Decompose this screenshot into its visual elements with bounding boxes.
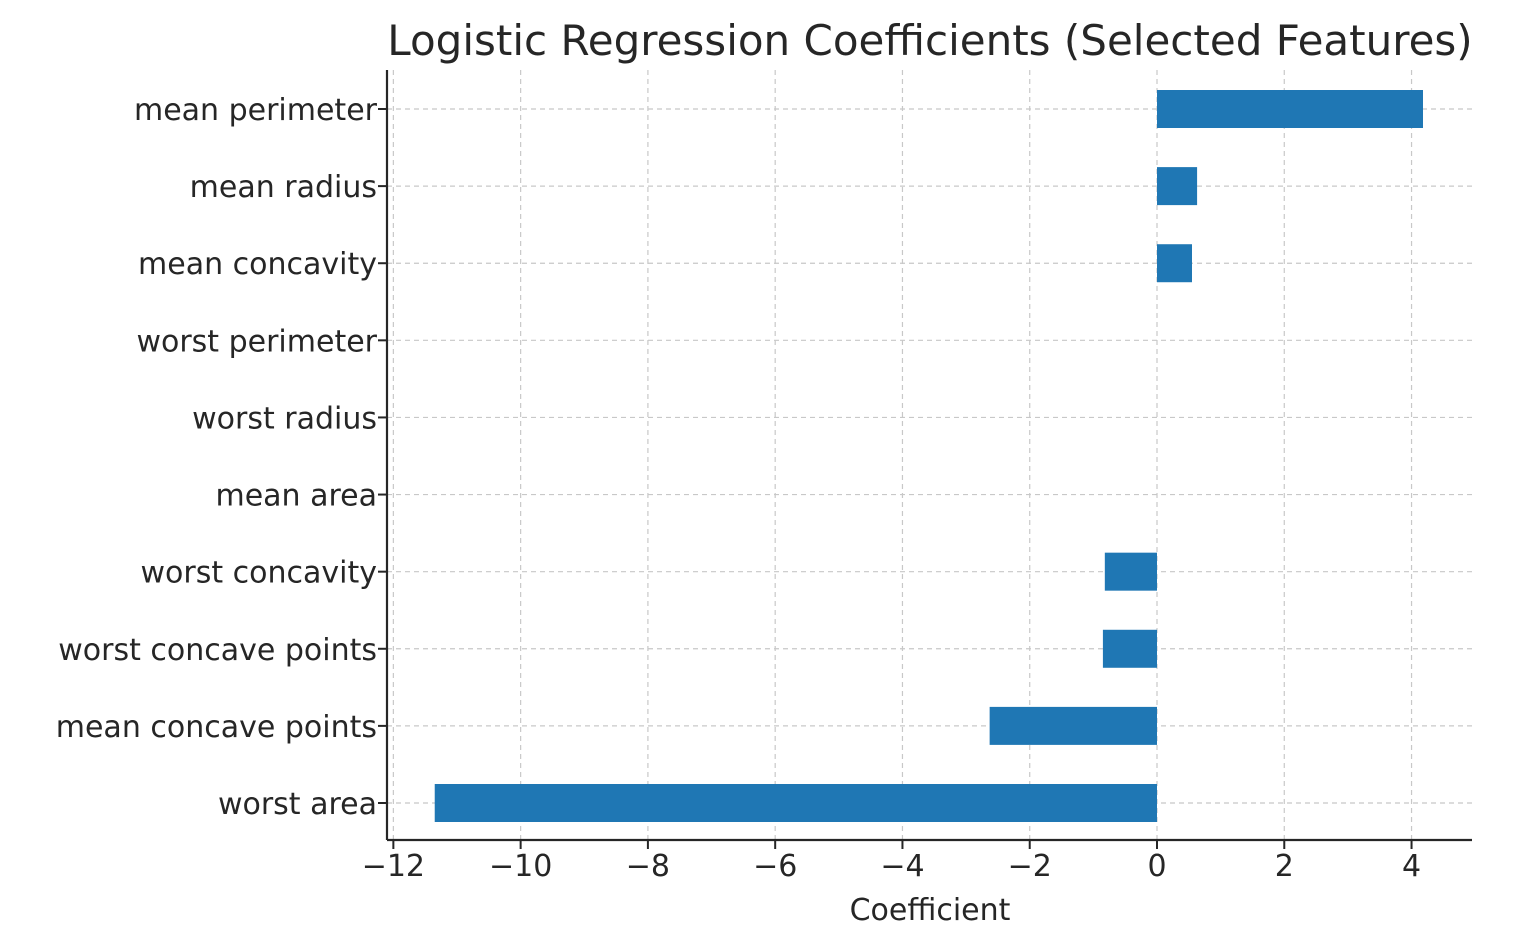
y-tick-label: worst perimeter <box>136 324 377 359</box>
y-tick-label: mean area <box>215 479 377 514</box>
bar <box>1157 244 1192 283</box>
chart-title: Logistic Regression Coefficients (Select… <box>387 16 1472 65</box>
x-tick-label: −10 <box>489 849 552 884</box>
y-tick-label: worst concavity <box>141 556 378 591</box>
y-tick-label: worst area <box>218 787 377 822</box>
y-tick-label: mean radius <box>190 170 377 205</box>
x-tick-label: −4 <box>880 849 924 884</box>
bar <box>1157 167 1198 206</box>
bar <box>1102 629 1157 668</box>
y-tick-label: worst radius <box>192 401 377 436</box>
bar <box>1104 552 1157 591</box>
bar <box>989 706 1157 745</box>
x-tick-label: −8 <box>626 849 670 884</box>
y-tick-label: mean perimeter <box>134 93 378 128</box>
x-tick-label: −12 <box>362 849 425 884</box>
ticks-layer: −12 −10 −8 −6 −4 −2 0 2 4 mean perimeter mean radi… <box>56 93 1421 884</box>
bar <box>434 784 1157 822</box>
y-tick-label: mean concavity <box>138 247 377 282</box>
x-tick-label: 0 <box>1147 849 1166 884</box>
x-tick-label: 2 <box>1275 849 1294 884</box>
bars-layer <box>434 90 1423 822</box>
y-tick-label: mean concave points <box>56 710 377 745</box>
x-tick-label: −6 <box>753 849 797 884</box>
x-tick-label: −2 <box>1008 849 1052 884</box>
x-tick-label: 4 <box>1402 849 1421 884</box>
grid-layer <box>387 70 1472 840</box>
bar <box>1157 90 1423 128</box>
x-axis-label: Coefficient <box>850 893 1011 928</box>
y-tick-label: worst concave points <box>58 633 377 668</box>
axes-layer <box>385 70 1472 842</box>
